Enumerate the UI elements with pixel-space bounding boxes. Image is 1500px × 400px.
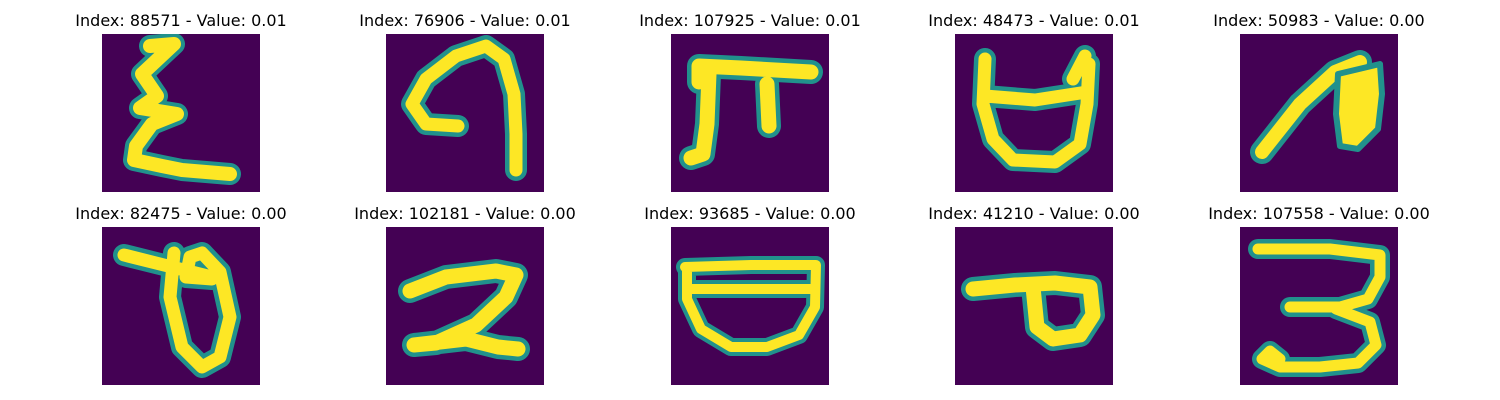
tile-title: Index: 88571 - Value: 0.01 [51,11,311,30]
glyph-image [102,34,260,192]
glyph-image [671,227,829,385]
tile-title: Index: 41210 - Value: 0.00 [904,204,1164,223]
glyph-image [102,227,260,385]
tile-title: Index: 102181 - Value: 0.00 [335,204,595,223]
tile-title: Index: 50983 - Value: 0.00 [1189,11,1449,30]
glyph-image [1240,227,1398,385]
tile-title: Index: 48473 - Value: 0.01 [904,11,1164,30]
tile-title: Index: 107558 - Value: 0.00 [1189,204,1449,223]
glyph-image [1240,34,1398,192]
glyph-image [671,34,829,192]
glyph-image [955,227,1113,385]
tile-title: Index: 93685 - Value: 0.00 [620,204,880,223]
tile-title: Index: 82475 - Value: 0.00 [51,204,311,223]
glyph-image [955,34,1113,192]
glyph-image [386,227,544,385]
tile-title: Index: 107925 - Value: 0.01 [620,11,880,30]
tile-title: Index: 76906 - Value: 0.01 [335,11,595,30]
glyph-image [386,34,544,192]
